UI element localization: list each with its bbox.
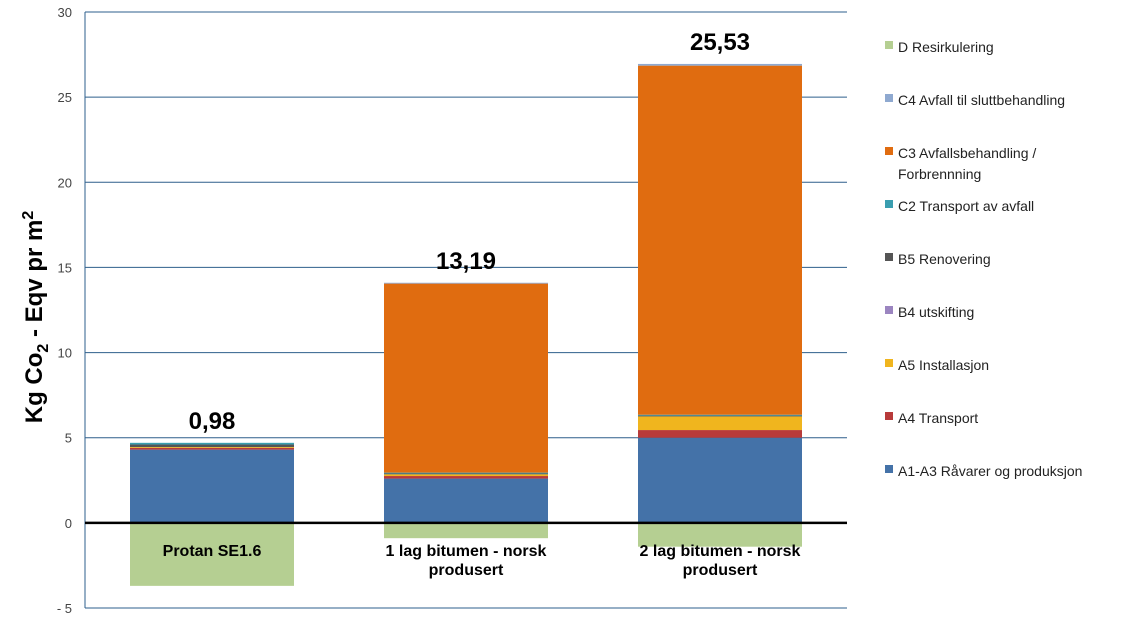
bar-segment <box>384 478 548 523</box>
legend-swatch <box>885 253 893 261</box>
y-tick-label: 0 <box>65 516 72 531</box>
legend-label-line: A4 Transport <box>898 410 978 426</box>
total-labels: 0,98 13,19 25,53 <box>189 29 750 435</box>
category-label: 1 lag bitumen - norsk produsert <box>386 543 547 579</box>
legend-label-line: B5 Renovering <box>898 251 991 267</box>
legend-swatch <box>885 147 893 155</box>
bar-segment <box>638 416 802 431</box>
total-label: 25,53 <box>690 29 750 56</box>
bar-segment <box>638 65 802 415</box>
legend-label: A4 Transport <box>898 410 978 426</box>
legend-label: A5 Installasjon <box>898 357 989 373</box>
legend-label: A1-A3 Råvarer og produksjon <box>898 463 1082 479</box>
y-axis-label-mid: - Eqv pr m <box>21 220 48 344</box>
legend: D Resirkulering C4 Avfall til sluttbehand… <box>885 39 1082 479</box>
legend-label-line: A1-A3 Råvarer og produksjon <box>898 463 1082 479</box>
bar-segment <box>384 283 548 473</box>
bar-segment <box>638 63 802 66</box>
y-axis-label-sub: 2 <box>35 344 52 353</box>
legend-label-line: D Resirkulering <box>898 39 994 55</box>
bar-segment <box>384 476 548 479</box>
category-label: Protan SE1.6 <box>163 543 262 560</box>
category-label-line: produsert <box>683 562 758 579</box>
bar-segment <box>638 430 802 438</box>
legend-label-line: B4 utskifting <box>898 304 974 320</box>
legend-label-line: C3 Avfallsbehandling / <box>898 145 1036 161</box>
bar-segment <box>130 444 294 448</box>
category-label-line: produsert <box>429 562 504 579</box>
y-tick-label: 20 <box>58 175 72 190</box>
legend-label: C3 Avfallsbehandling / Forbrennning <box>898 145 1036 182</box>
y-axis-label-pre: Kg Co <box>21 353 48 424</box>
legend-label-line: Forbrennning <box>898 166 981 182</box>
total-label: 0,98 <box>189 408 236 435</box>
bars <box>130 63 802 586</box>
bar-segment <box>638 415 802 417</box>
total-label: 13,19 <box>436 248 496 275</box>
legend-swatch <box>885 94 893 102</box>
legend-label: C4 Avfall til sluttbehandling <box>898 92 1065 108</box>
legend-label: B5 Renovering <box>898 251 991 267</box>
legend-swatch <box>885 41 893 49</box>
y-axis-label-sup: 2 <box>20 211 37 220</box>
bar-segment <box>130 447 294 448</box>
legend-label-line: C4 Avfall til sluttbehandling <box>898 92 1065 108</box>
category-label-line: 1 lag bitumen - norsk <box>386 543 547 560</box>
legend-label-line: A5 Installasjon <box>898 357 989 373</box>
legend-swatch <box>885 306 893 314</box>
bar-segment <box>384 473 548 475</box>
legend-swatch <box>885 200 893 208</box>
y-axis-label: Kg Co2 - Eqv pr m2 <box>20 211 52 424</box>
bar-segment <box>638 522 802 547</box>
bar-segment <box>384 282 548 284</box>
bar-segment <box>638 414 802 416</box>
y-tick-label: 25 <box>58 90 72 105</box>
bar-segment <box>130 447 294 450</box>
bar-segment <box>130 522 294 586</box>
bar-segment <box>384 522 548 539</box>
bar-segment <box>384 472 548 474</box>
bar-segment <box>130 449 294 523</box>
legend-label: C2 Transport av avfall <box>898 198 1034 214</box>
y-tick-label: - 5 <box>57 601 72 616</box>
category-label-line: Protan SE1.6 <box>163 543 262 560</box>
y-tick-label: 15 <box>58 260 72 275</box>
y-tick-label: 10 <box>58 346 72 361</box>
y-axis-ticks: - 5 0 5 10 15 20 25 30 <box>57 5 72 616</box>
legend-swatch <box>885 465 893 473</box>
legend-swatch <box>885 412 893 420</box>
y-tick-label: 30 <box>58 5 72 20</box>
legend-label: B4 utskifting <box>898 304 974 320</box>
category-label-line: 2 lag bitumen - norsk <box>640 543 801 560</box>
legend-label-line: C2 Transport av avfall <box>898 198 1034 214</box>
legend-swatch <box>885 359 893 367</box>
legend-label: D Resirkulering <box>898 39 994 55</box>
category-label: 2 lag bitumen - norsk produsert <box>640 543 801 579</box>
bar-segment <box>384 474 548 477</box>
category-labels: Protan SE1.6 1 lag bitumen - norsk produse… <box>163 543 801 579</box>
bar-segment <box>130 442 294 445</box>
bar-segment <box>638 437 802 523</box>
y-tick-label: 5 <box>65 431 72 446</box>
